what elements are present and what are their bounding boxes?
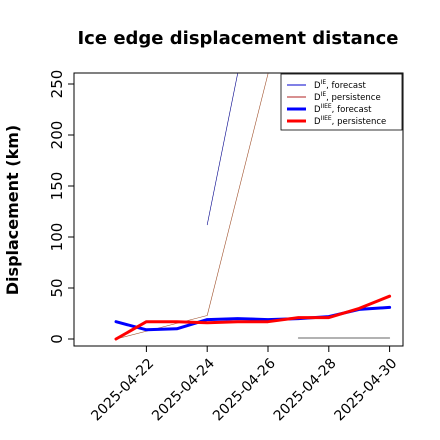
series-line-2 bbox=[115, 73, 269, 340]
y-axis-label: Displacement (km) bbox=[3, 125, 22, 295]
y-tick-label-100: 100 bbox=[48, 223, 66, 252]
x-tick-label-2025-04-22: 2025-04-22 bbox=[88, 356, 157, 425]
legend-label-4: DIIEE, persistence bbox=[314, 115, 386, 127]
y-tick-label-200: 200 bbox=[48, 121, 66, 150]
chart-title: Ice edge displacement distance bbox=[77, 28, 398, 49]
legend-label-1: DIE, forecast bbox=[314, 79, 367, 91]
series-line-5 bbox=[114, 294, 392, 341]
y-tick-label-0: 0 bbox=[48, 334, 66, 344]
series-layer bbox=[114, 73, 392, 341]
x-tick-label-2025-04-30: 2025-04-30 bbox=[332, 356, 401, 425]
x-tick-label-2025-04-24: 2025-04-24 bbox=[149, 355, 218, 424]
plot-frame bbox=[73, 72, 404, 347]
series-line-1 bbox=[206, 73, 238, 226]
y-tick-label-50: 50 bbox=[48, 278, 66, 297]
x-tick-label-2025-04-26: 2025-04-26 bbox=[210, 355, 279, 424]
legend-label-2: DIE, persistence bbox=[314, 91, 381, 103]
y-tick-label-150: 150 bbox=[48, 172, 66, 201]
y-tick-label-250: 250 bbox=[48, 70, 66, 99]
x-tick-label-2025-04-28: 2025-04-28 bbox=[271, 356, 340, 425]
x-axis: 2025-04-222025-04-242025-04-262025-04-28… bbox=[88, 346, 400, 424]
y-axis: 0 50 100 150 200 250 bbox=[48, 70, 74, 344]
legend-label-3: DIIEE, forecast bbox=[314, 103, 372, 115]
